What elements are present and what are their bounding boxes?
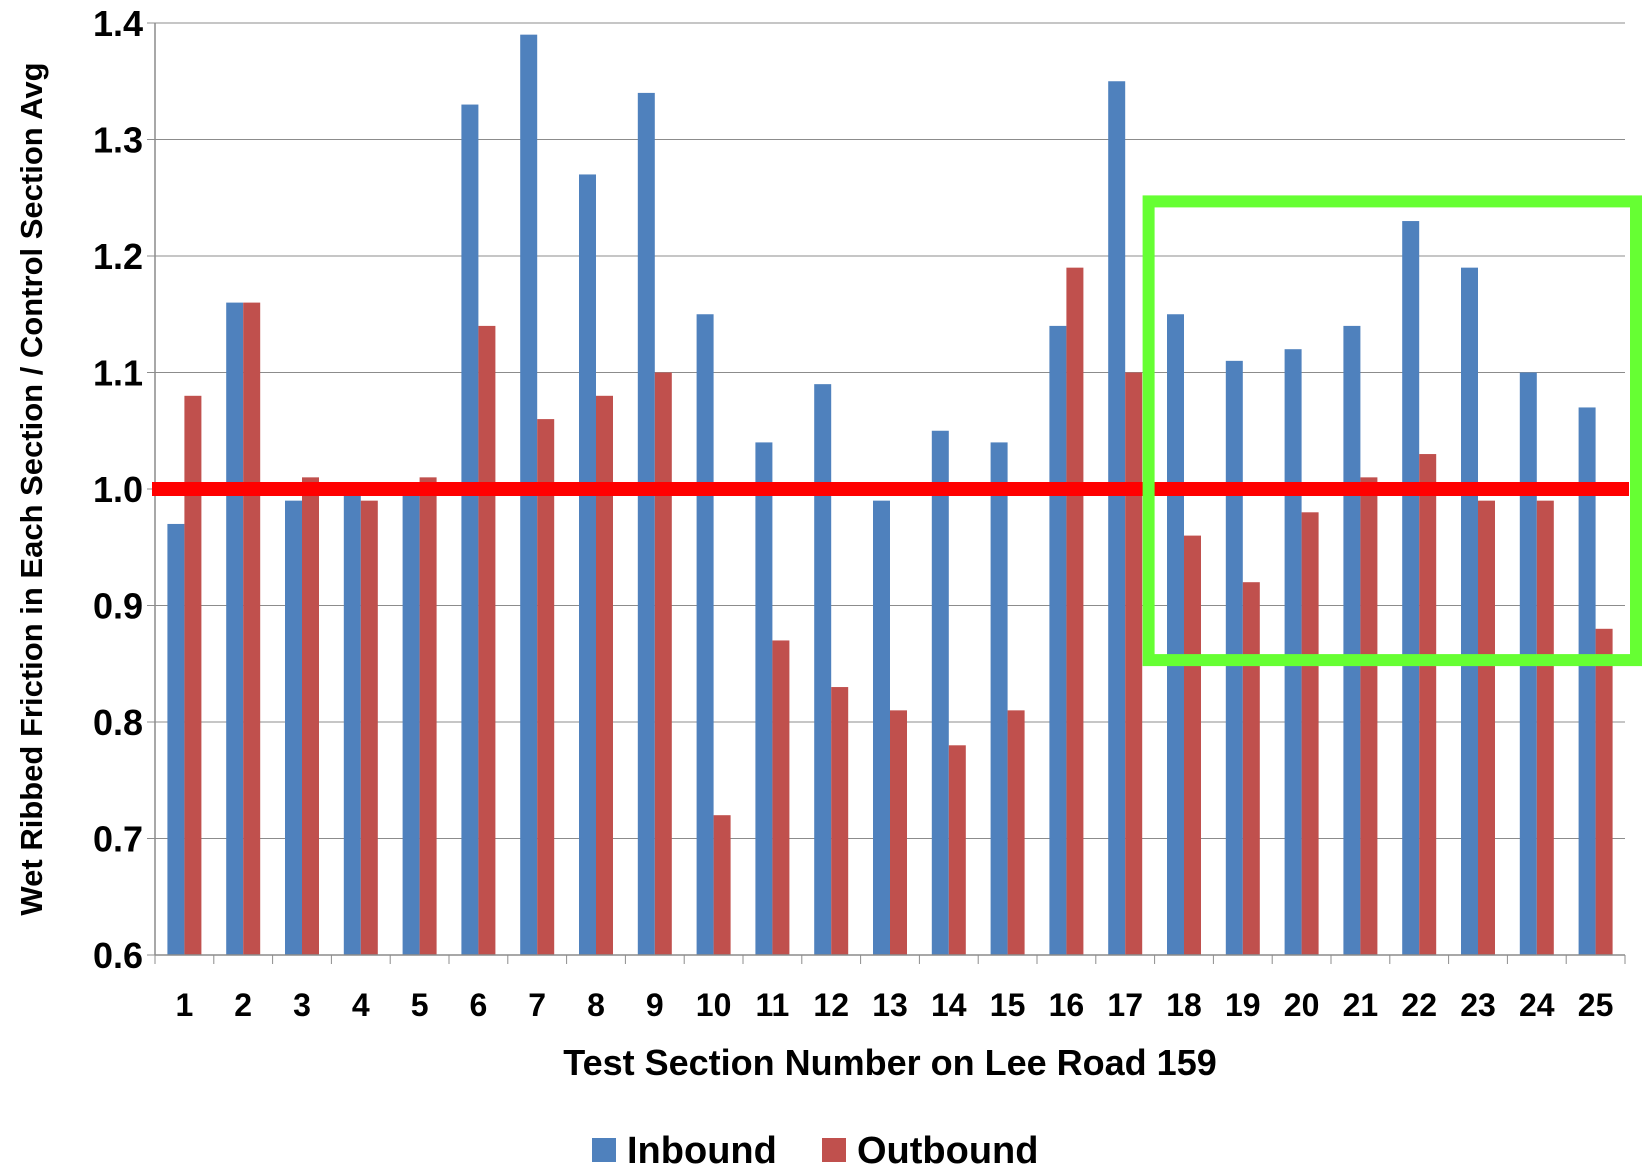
- x-tick-label: 9: [646, 987, 664, 1023]
- bar-inbound-1: [167, 523, 185, 955]
- x-tick-label: 19: [1225, 987, 1261, 1023]
- bar-outbound-21: [1360, 477, 1378, 955]
- bar-outbound-12: [831, 687, 849, 955]
- x-axis-title: Test Section Number on Lee Road 159: [563, 1042, 1216, 1083]
- bar-outbound-7: [537, 419, 555, 956]
- legend-label-outbound: Outbound: [857, 1130, 1038, 1170]
- legend-swatch-outbound: [822, 1138, 846, 1162]
- x-tick-label: 14: [931, 987, 967, 1023]
- bar-inbound-15: [990, 442, 1008, 955]
- bar-outbound-8: [596, 395, 613, 955]
- x-tick-label: 3: [293, 987, 311, 1023]
- bar-inbound-6: [461, 104, 479, 956]
- x-tick-label: 8: [587, 987, 605, 1023]
- bar-outbound-19: [1242, 582, 1260, 955]
- bar-inbound-13: [873, 500, 890, 955]
- bar-outbound-6: [478, 325, 496, 955]
- y-tick-label: 0.9: [93, 586, 143, 627]
- bar-inbound-16: [1049, 325, 1067, 955]
- bar-inbound-14: [931, 430, 949, 955]
- bar-inbound-21: [1343, 325, 1361, 955]
- y-tick-label: 1.4: [93, 3, 143, 44]
- bar-outbound-14: [948, 745, 966, 955]
- x-tick-label: 6: [470, 987, 488, 1023]
- bar-outbound-23: [1478, 500, 1495, 955]
- highlight-box: [1142, 195, 1642, 667]
- y-tick-label: 1.1: [93, 353, 143, 394]
- bar-outbound-5: [419, 477, 437, 955]
- x-tick-label: 10: [696, 987, 732, 1023]
- bar-outbound-20: [1301, 512, 1319, 955]
- bar-inbound-3: [285, 500, 302, 955]
- y-tick-label: 0.8: [93, 702, 143, 743]
- bar-outbound-2: [243, 302, 261, 956]
- bar-inbound-10: [696, 314, 714, 955]
- bar-inbound-8: [579, 174, 596, 955]
- bar-inbound-18: [1167, 314, 1184, 955]
- bar-outbound-11: [772, 640, 790, 955]
- bar-outbound-10: [713, 815, 731, 955]
- y-tick-label: 1.3: [93, 120, 143, 161]
- bar-outbound-13: [890, 710, 907, 955]
- x-tick-label: 15: [990, 987, 1026, 1023]
- legend-swatch-inbound: [592, 1138, 616, 1162]
- bar-inbound-5: [402, 489, 420, 955]
- x-tick-label: 20: [1284, 987, 1320, 1023]
- bar-inbound-11: [755, 442, 773, 955]
- bar-outbound-16: [1066, 267, 1084, 955]
- y-tick-label: 0.6: [93, 935, 143, 976]
- bar-inbound-20: [1284, 349, 1302, 955]
- x-tick-label: 22: [1401, 987, 1437, 1023]
- bar-inbound-23: [1461, 267, 1478, 955]
- bar-outbound-1: [184, 395, 202, 955]
- x-tick-label: 11: [755, 987, 789, 1023]
- bar-outbound-15: [1007, 710, 1025, 955]
- bar-inbound-12: [814, 384, 832, 955]
- bar-inbound-9: [637, 92, 655, 955]
- bar-inbound-17: [1108, 81, 1126, 955]
- x-tick-label: 24: [1519, 987, 1555, 1023]
- bar-outbound-4: [360, 500, 378, 955]
- x-tick-label: 2: [234, 987, 252, 1023]
- x-tick-label: 1: [176, 987, 194, 1023]
- x-tick-label: 13: [872, 987, 908, 1023]
- x-axis-ticks: 1 2 3 4 5 6 7 8 9 10 11 12 13 14 15 16 17 18 19 20 21 22 23 24 2…: [154, 955, 1626, 1023]
- bar-outbound-22: [1419, 454, 1437, 955]
- x-tick-label: 21: [1343, 987, 1379, 1023]
- bar-inbound-25: [1578, 407, 1596, 955]
- x-tick-label: 7: [528, 987, 546, 1023]
- annotations: [152, 195, 1642, 667]
- bar-outbound-9: [654, 372, 672, 955]
- bar-inbound-4: [343, 489, 361, 955]
- bar-outbound-17: [1125, 372, 1143, 955]
- x-tick-label: 16: [1049, 987, 1085, 1023]
- bar-outbound-25: [1595, 628, 1613, 955]
- x-tick-label: 4: [352, 987, 370, 1023]
- x-tick-label: 12: [813, 987, 849, 1023]
- bar-inbound-22: [1402, 221, 1420, 956]
- y-axis-title: Wet Ribbed Friction in Each Section / Co…: [14, 62, 49, 915]
- x-tick-label: 17: [1107, 987, 1143, 1023]
- bar-inbound-2: [226, 302, 244, 956]
- bar-outbound-18: [1184, 535, 1201, 955]
- y-axis-ticks: 0.6 0.7 0.8 0.9 1.0 1.1 1.2 1.3 1.4: [93, 3, 155, 976]
- x-tick-label: 25: [1578, 987, 1614, 1023]
- bar-outbound-3: [302, 477, 319, 955]
- y-tick-label: 1.2: [93, 236, 143, 277]
- x-tick-label: 5: [411, 987, 429, 1023]
- bar-outbound-24: [1536, 500, 1554, 955]
- y-tick-label: 0.7: [93, 819, 143, 860]
- legend-label-inbound: Inbound: [627, 1130, 777, 1170]
- x-tick-label: 23: [1460, 987, 1496, 1023]
- x-tick-label: 18: [1166, 987, 1202, 1023]
- legend: Inbound Outbound: [592, 1130, 1038, 1170]
- y-tick-label: 1.0: [93, 469, 143, 510]
